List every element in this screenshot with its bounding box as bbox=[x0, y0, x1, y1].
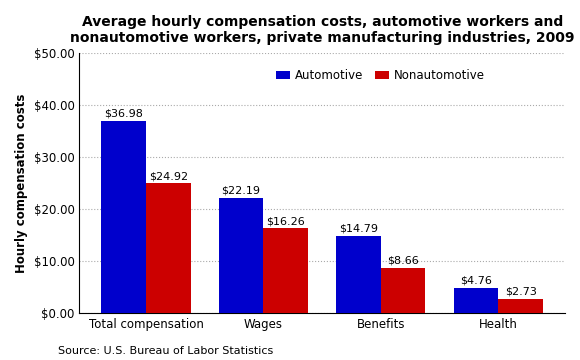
Text: $24.92: $24.92 bbox=[148, 171, 188, 181]
Bar bbox=[381, 268, 426, 313]
Bar bbox=[454, 288, 498, 313]
Bar bbox=[498, 298, 543, 313]
Text: $4.76: $4.76 bbox=[460, 276, 492, 286]
Text: $16.26: $16.26 bbox=[266, 216, 305, 226]
Text: Source: U.S. Bureau of Labor Statistics: Source: U.S. Bureau of Labor Statistics bbox=[58, 346, 273, 356]
Bar bbox=[263, 228, 308, 313]
Title: Average hourly compensation costs, automotive workers and
nonautomotive workers,: Average hourly compensation costs, autom… bbox=[70, 15, 574, 45]
Y-axis label: Hourly compensation costs: Hourly compensation costs bbox=[15, 93, 28, 273]
Text: $36.98: $36.98 bbox=[104, 109, 143, 119]
Legend: Automotive, Nonautomotive: Automotive, Nonautomotive bbox=[271, 64, 490, 87]
Text: $22.19: $22.19 bbox=[222, 185, 260, 195]
Text: $14.79: $14.79 bbox=[339, 224, 378, 234]
Bar bbox=[146, 184, 191, 313]
Text: $2.73: $2.73 bbox=[505, 287, 536, 297]
Bar bbox=[102, 121, 146, 313]
Text: $8.66: $8.66 bbox=[387, 256, 419, 266]
Bar bbox=[336, 236, 381, 313]
Bar bbox=[219, 198, 263, 313]
